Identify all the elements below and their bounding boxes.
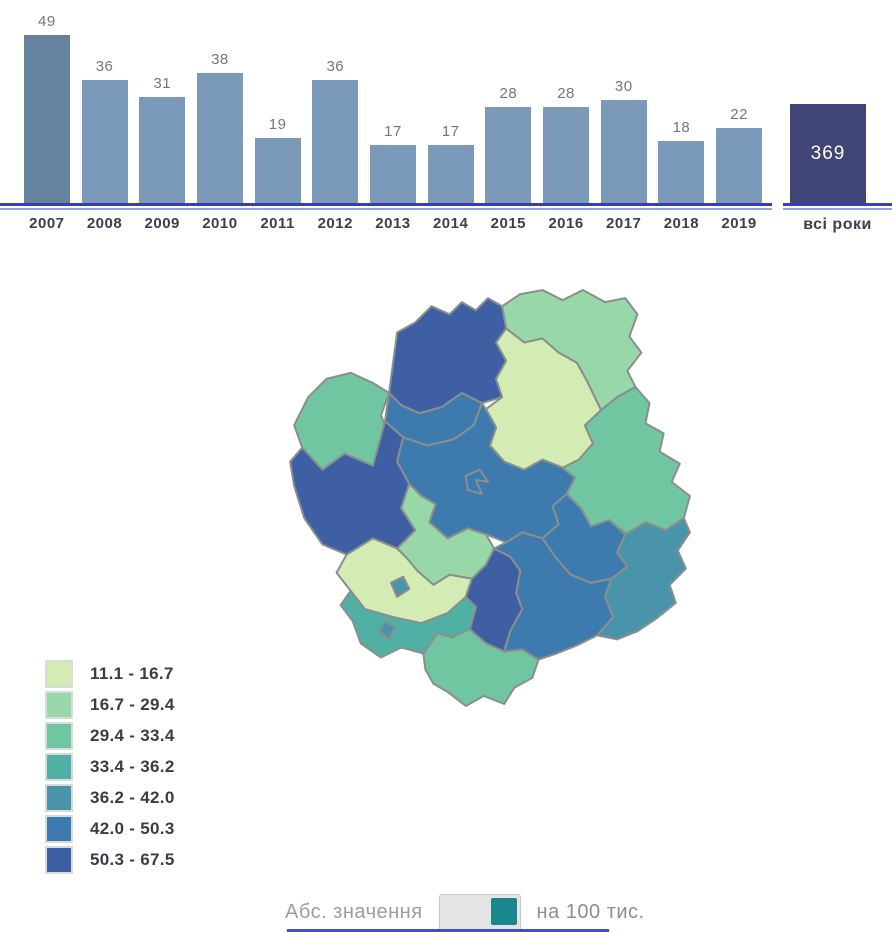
x-axis-label-2007: 2007 [29,215,65,232]
x-axis-label-2011: 2011 [260,215,295,232]
bar-value-label: 38 [211,51,229,68]
legend-label: 42.0 - 50.3 [90,819,175,838]
legend-swatch [45,815,73,843]
bar-column-2013: 17 [364,11,422,203]
legend-item-3: 29.4 - 33.4 [45,722,175,750]
bar-value-label: 17 [441,123,460,140]
x-axis-label-2009: 2009 [144,215,180,232]
bar-column-2007: 49 [18,11,76,203]
bar-value-label: 18 [672,119,691,136]
bar-2011[interactable] [254,138,301,203]
bar-chart-plot-area: 49 36 31 38 19 36 17 17 28 28 30 18 22 [18,11,768,203]
x-axis-label-2016: 2016 [548,215,584,232]
total-axis-label: всі роки [803,216,872,233]
bar-2015[interactable] [485,107,532,203]
x-axis-labels: 2007 2008 2009 2010 2011 2012 2013 2014 2015 2016… [18,215,768,232]
toggle-switch[interactable] [438,894,521,931]
legend-item-1: 11.1 - 16.7 [45,660,175,688]
map-district-2[interactable] [388,297,508,415]
map-legend: 11.1 - 16.7 16.7 - 29.4 29.4 - 33.4 33.4 - … [45,660,175,877]
bar-2018[interactable] [658,141,705,203]
bar-column-2008: 36 [76,11,134,203]
bar-value-label: 19 [268,116,287,133]
total-axis-line [783,203,892,206]
bar-column-2011: 19 [249,11,307,203]
legend-item-7: 50.3 - 67.5 [45,846,175,874]
toggle-label-absolute: Абс. значення [285,901,423,923]
legend-swatch [45,753,73,781]
value-mode-toggle: Абс. значення на 100 тис. [285,894,645,931]
legend-label: 29.4 - 33.4 [90,726,175,745]
map-city-enclave-2[interactable] [390,575,411,598]
bar-column-2009: 31 [133,11,191,203]
legend-swatch [45,660,73,688]
bar-value-label: 31 [153,75,172,92]
bar-2010[interactable] [196,73,243,203]
bar-2017[interactable] [600,100,647,203]
total-bar-chart: 369 всі роки [783,0,892,240]
bar-2008[interactable] [81,80,128,203]
total-bar-value: 369 [810,142,846,164]
x-axis-label-2014: 2014 [432,215,469,232]
x-axis-label-2010: 2010 [202,215,238,232]
legend-swatch [45,722,73,750]
bar-2009[interactable] [139,97,186,203]
bar-2007[interactable] [23,35,70,203]
bar-value-label: 30 [614,78,633,95]
map-city-enclave-1[interactable] [464,468,489,495]
legend-item-4: 33.4 - 36.2 [45,753,175,781]
legend-label: 11.1 - 16.7 [90,664,174,683]
toggle-knob[interactable] [490,898,517,925]
bar-column-2012: 36 [306,11,364,203]
x-axis-label-2008: 2008 [86,215,123,232]
next-section-axis-line [287,929,609,932]
bar-2014[interactable] [427,145,474,203]
bar-column-2014: 17 [422,11,480,203]
bar-value-label: 28 [499,85,518,102]
legend-item-5: 36.2 - 42.0 [45,784,175,812]
bar-2019[interactable] [716,128,763,203]
bar-value-label: 17 [384,123,402,140]
legend-item-6: 42.0 - 50.3 [45,815,175,843]
x-axis-label-2019: 2019 [721,215,757,232]
yearly-bar-chart: 49 36 31 38 19 36 17 17 28 28 30 18 22 2007 2008 2009 2… [0,0,772,240]
toggle-label-per-100k: на 100 тис. [536,901,645,923]
legend-label: 16.7 - 29.4 [90,695,175,714]
bar-value-label: 49 [38,13,56,30]
bar-column-2015: 28 [480,11,538,203]
bar-value-label: 28 [557,85,575,102]
bar-2012[interactable] [312,80,359,203]
legend-swatch [45,784,73,812]
bar-value-label: 36 [326,58,345,75]
x-axis-label-2013: 2013 [375,215,411,232]
legend-item-2: 16.7 - 29.4 [45,691,175,719]
bar-value-label: 22 [730,106,748,123]
x-axis-label-2012: 2012 [317,215,353,232]
map-district-13[interactable] [422,628,540,707]
legend-label: 50.3 - 67.5 [90,850,175,869]
legend-label: 36.2 - 42.0 [90,788,175,807]
bar-column-2010: 38 [191,11,249,203]
x-axis-line-shadow [0,208,772,210]
total-axis-line-shadow [783,208,892,210]
map-district-16[interactable] [596,517,691,641]
legend-swatch [45,846,73,874]
x-axis-label-2018: 2018 [663,215,700,232]
bar-column-2019: 22 [710,11,768,203]
total-bar[interactable]: 369 [790,104,866,203]
legend-label: 33.4 - 36.2 [90,757,175,776]
bar-column-2017: 30 [595,11,653,203]
bar-column-2016: 28 [537,11,595,203]
x-axis-label-2017: 2017 [606,215,642,232]
bar-column-2018: 18 [653,11,711,203]
map-city-enclave-3[interactable] [377,620,397,641]
bar-value-label: 36 [95,58,114,75]
choropleth-map [288,284,692,708]
bar-2016[interactable] [543,107,590,203]
legend-swatch [45,691,73,719]
bar-2013[interactable] [369,145,416,203]
x-axis-line [0,203,772,206]
x-axis-label-2015: 2015 [490,215,527,232]
